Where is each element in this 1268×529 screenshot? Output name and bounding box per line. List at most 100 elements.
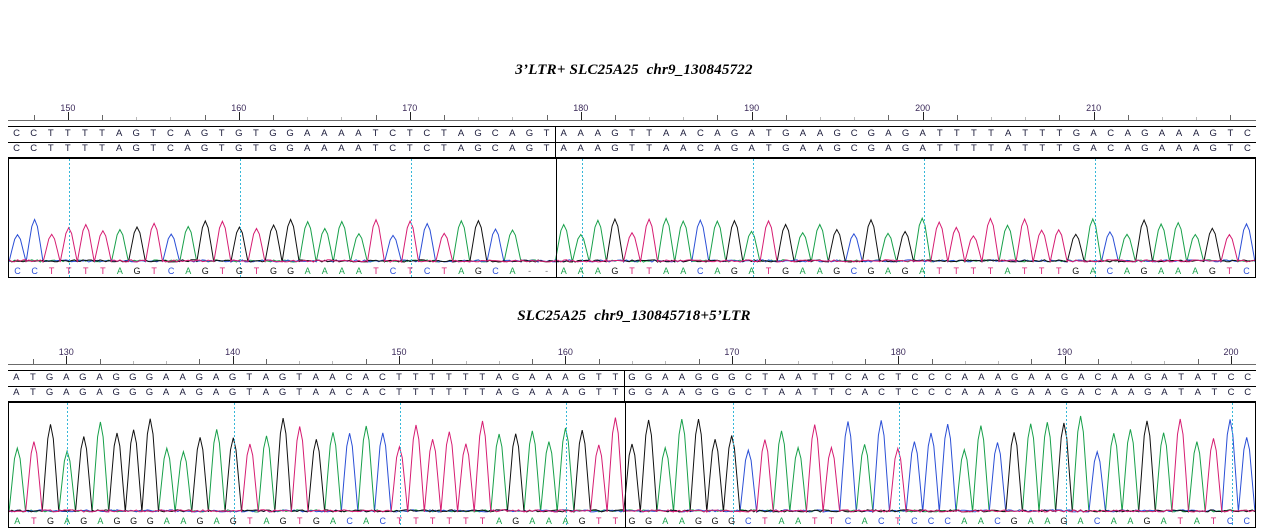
reference-base: T [936, 128, 943, 139]
reference-base: G [45, 372, 54, 383]
basecall-letter: G [730, 266, 738, 276]
reference-base: G [132, 128, 140, 139]
ruler-tick [546, 115, 548, 120]
ruler-tick [443, 115, 445, 120]
reference-base: A [1078, 372, 1085, 383]
reference-base: T [252, 128, 259, 139]
ruler-tick [238, 112, 240, 120]
reference-base: G [195, 372, 204, 383]
ruler-label: 130 [58, 347, 74, 357]
reference-base: T [595, 372, 602, 383]
consensus-base: C [345, 387, 353, 398]
reference-base: C [911, 372, 919, 383]
ruler-tick [785, 115, 787, 120]
consensus-base: A [528, 387, 536, 398]
reference-base: C [850, 128, 858, 139]
basecall-letter: G [512, 516, 520, 526]
consensus-base: T [971, 143, 977, 154]
consensus-base: G [79, 387, 87, 398]
chromatogram-traces [9, 216, 1255, 263]
reference-base: A [63, 372, 70, 383]
position-guide-line [581, 159, 583, 277]
reference-base: C [944, 372, 952, 383]
reference-base: G [644, 372, 653, 383]
ruler-tick [532, 359, 534, 364]
reference-base: G [901, 128, 910, 139]
panel-title-top: 3’LTR+ SLC25A25 chr9_130845722 [515, 62, 753, 78]
consensus-base: C [491, 143, 499, 154]
reference-base: G [1060, 372, 1069, 383]
basecall-letter: C [844, 516, 852, 526]
trace-channel-A [9, 415, 1255, 513]
consensus-base: A [594, 143, 601, 154]
consensus-base: T [1178, 387, 1185, 398]
consensus-base: A [457, 143, 465, 154]
basecall-letter: G [47, 516, 55, 526]
trace-channel-T [9, 417, 1255, 513]
ruler-tick [649, 117, 651, 120]
consensus-base: T [543, 143, 550, 154]
reference-base: T [64, 128, 71, 139]
consensus-base: C [745, 387, 752, 398]
basecall-letter: G [867, 266, 875, 276]
reference-base: T [828, 372, 835, 383]
reference-base: A [594, 128, 601, 139]
ruler-tick [132, 361, 134, 364]
consensus-base: A [1192, 143, 1200, 154]
ruler-label: 180 [890, 347, 906, 357]
reference-base: A [816, 128, 824, 139]
consensus-base: G [129, 387, 137, 398]
basecall-letter: A [1004, 266, 1011, 276]
consensus-base: A [562, 387, 569, 398]
reference-base: T [296, 372, 303, 383]
basecall-letter: A [263, 516, 270, 526]
reference-base: T [446, 372, 452, 383]
consensus-base: A [162, 387, 170, 398]
ruler-label: 190 [744, 103, 760, 113]
consensus-base: A [115, 143, 123, 154]
reference-base: A [577, 128, 584, 139]
reference-base: T [150, 128, 157, 139]
basecall-letter: T [612, 516, 619, 526]
basecall-letter: A [1089, 266, 1096, 276]
consensus-base: A [362, 387, 369, 398]
basecall-letter: T [987, 266, 994, 276]
reference-base: G [867, 128, 876, 139]
junction-divider [555, 141, 557, 158]
basecall-letter: - [528, 266, 532, 276]
consensus-base: A [1175, 143, 1183, 154]
ruler-axis [8, 120, 1256, 121]
reference-base: A [799, 128, 807, 139]
reference-base: C [423, 128, 431, 139]
consensus-base: A [338, 143, 345, 154]
reference-base: A [1175, 128, 1183, 139]
basecall-letter: C [31, 266, 38, 276]
basecall-letter: C [1226, 516, 1234, 526]
reference-base: A [1111, 372, 1118, 383]
ruler-bottom: 130 140 150 160 170 180 190 200 [8, 347, 1256, 370]
basecall-letter: A [1192, 266, 1199, 276]
ruler-label: 150 [391, 347, 407, 357]
ruler-tick [478, 117, 480, 120]
basecall-letter: C [423, 266, 431, 276]
reference-base: C [1244, 128, 1251, 139]
consensus-base: A [1158, 143, 1166, 154]
reference-base: G [525, 128, 534, 139]
ruler-tick [33, 115, 35, 120]
consensus-base: G [694, 387, 703, 398]
consensus-base: A [748, 143, 755, 154]
ruler-label: 150 [60, 103, 76, 113]
reference-base: C [13, 128, 20, 139]
consensus-base: T [396, 387, 402, 398]
consensus-base: G [1060, 387, 1069, 398]
consensus-base: G [474, 143, 482, 154]
reference-base: A [509, 128, 516, 139]
reference-base: G [269, 128, 277, 139]
basecall-letter: A [961, 516, 968, 526]
basecall-letter: G [201, 266, 209, 276]
basecall-letter: A [163, 516, 170, 526]
ruler-tick [199, 359, 201, 364]
